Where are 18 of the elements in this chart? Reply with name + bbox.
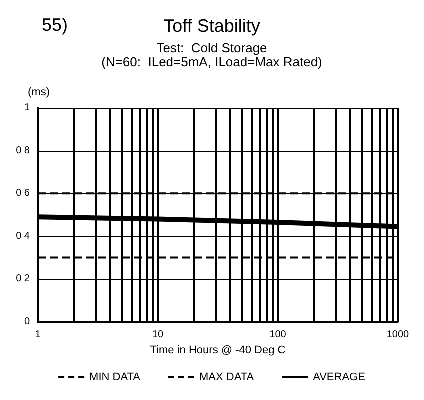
legend-label: AVERAGE [313, 372, 366, 384]
chart-title: Toff Stability [164, 16, 260, 36]
x-tick-label: 1 [35, 330, 42, 340]
y-axis-title: (ms) [28, 86, 50, 98]
y-tick-label: 0 8 [16, 145, 30, 156]
y-tick-label: 1 [24, 102, 30, 114]
legend-label: MIN DATA [90, 372, 142, 384]
y-tick-label: 0 6 [16, 188, 30, 200]
x-tick-label: 1000 [386, 330, 410, 340]
chart-subtitle: Test: Cold Storage (N=60: ILed=5mA, ILoad=Max Rated) [102, 40, 322, 70]
x-tick-label: 10 [152, 330, 164, 340]
x-tick-label: 100 [270, 330, 287, 340]
x-axis-title: Time in Hours @ -40 Deg C [150, 344, 286, 356]
legend-label: MAX DATA [199, 372, 255, 384]
y-tick-label: 0 2 [16, 274, 30, 285]
text: 55) [42, 15, 68, 35]
y-tick-label: 0 4 [16, 230, 30, 242]
y-tick-label: 0 [24, 316, 30, 328]
